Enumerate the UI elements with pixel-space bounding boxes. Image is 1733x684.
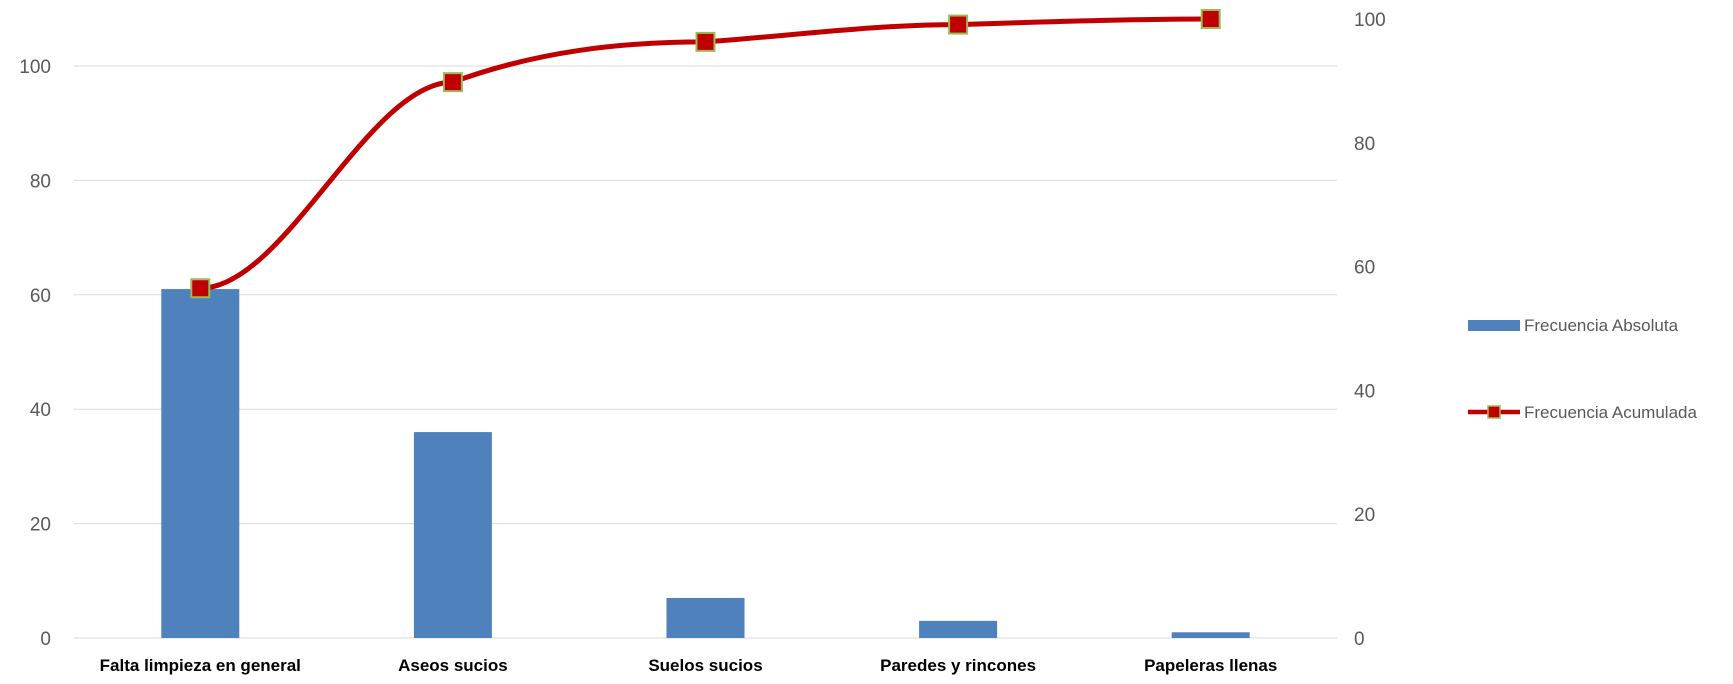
left-tick-label: 40 [30, 400, 51, 421]
legend-line-marker [1487, 405, 1501, 419]
left-tick-label: 100 [19, 57, 51, 78]
right-tick-label: 0 [1354, 629, 1365, 650]
bar [1171, 632, 1250, 638]
right-axis-ticks: 0 20 40 60 80 100 [1354, 10, 1386, 650]
legend-item-bar: Frecuencia Absoluta [1468, 316, 1679, 335]
line-series [190, 9, 1221, 299]
gridlines [74, 65, 1337, 639]
left-tick-label: 0 [40, 629, 51, 650]
line-point [695, 31, 716, 52]
bar-series [161, 289, 1250, 638]
line-point [190, 278, 211, 299]
legend-item-line: Frecuencia Acumulada [1468, 403, 1697, 422]
right-tick-label: 60 [1354, 258, 1375, 279]
bar [413, 432, 492, 638]
category-label: Falta limpieza en general [100, 656, 301, 675]
bar [666, 597, 745, 638]
legend-line-label: Frecuencia Acumulada [1524, 403, 1697, 422]
line-point [948, 14, 969, 35]
line-point [1200, 9, 1221, 29]
right-tick-label: 20 [1354, 505, 1375, 526]
bar [161, 289, 240, 638]
right-tick-label: 100 [1354, 10, 1386, 31]
left-tick-label: 60 [30, 286, 51, 307]
left-axis-ticks: 0 20 40 60 80 100 [19, 57, 51, 650]
cumulative-line [200, 16, 1211, 291]
line-point [442, 72, 463, 93]
left-tick-label: 80 [30, 171, 51, 192]
right-tick-label: 80 [1354, 134, 1375, 155]
category-labels: Falta limpieza en general Aseos sucios Sue… [100, 656, 1278, 675]
category-label: Aseos sucios [398, 656, 508, 675]
category-label: Suelos sucios [648, 656, 762, 675]
right-tick-label: 40 [1354, 381, 1375, 402]
category-label: Paredes y rincones [880, 656, 1036, 675]
bar [919, 620, 998, 638]
left-tick-label: 20 [30, 515, 51, 536]
legend-bar-label: Frecuencia Absoluta [1524, 316, 1679, 335]
legend-bar-swatch [1468, 320, 1520, 331]
category-label: Papeleras llenas [1144, 656, 1277, 675]
legend: Frecuencia Absoluta Frecuencia Acumulada [1468, 316, 1697, 422]
